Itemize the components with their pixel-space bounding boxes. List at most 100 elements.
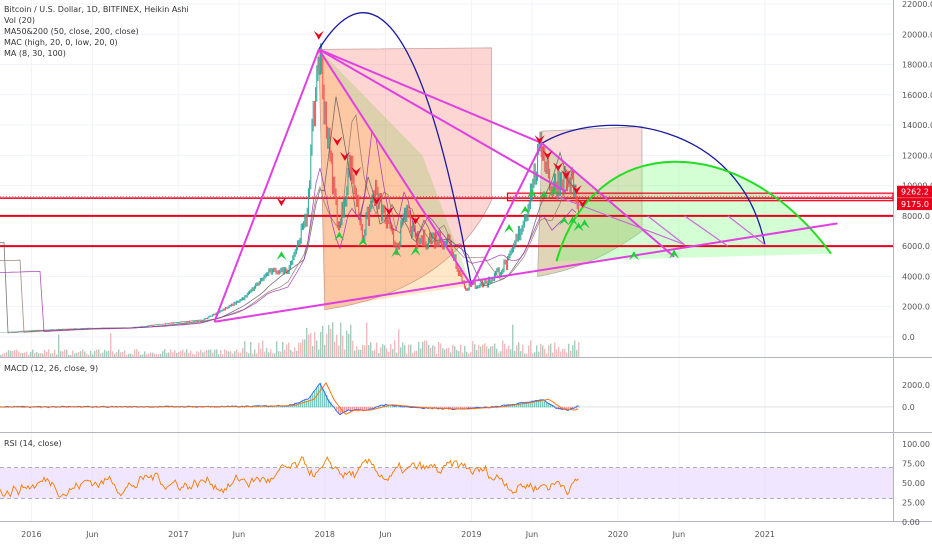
volume-bar bbox=[18, 351, 20, 357]
volume-bar bbox=[242, 348, 244, 357]
sell-signal-arrow[interactable] bbox=[561, 169, 572, 179]
time-tick-label: 2021 bbox=[755, 530, 775, 539]
macd-histogram-bar bbox=[540, 400, 542, 408]
fan-diagonal[interactable] bbox=[647, 215, 685, 246]
sell-signal-arrow[interactable] bbox=[553, 162, 564, 172]
grid-lines bbox=[0, 0, 893, 521]
sell-signal-arrow[interactable] bbox=[339, 151, 350, 161]
macd-histogram-bar bbox=[312, 394, 314, 408]
sell-signal-arrow[interactable] bbox=[371, 195, 382, 205]
buy-signal-arrow[interactable] bbox=[334, 231, 345, 241]
buy-signal-arrow[interactable] bbox=[567, 216, 578, 226]
macd-histogram-bar bbox=[318, 386, 320, 408]
volume-bar bbox=[340, 322, 342, 357]
sell-signal-arrow[interactable] bbox=[332, 136, 343, 146]
trendline[interactable] bbox=[214, 222, 838, 323]
volume-bar bbox=[138, 351, 140, 357]
macd-histogram-bar bbox=[260, 406, 262, 408]
volume-bar bbox=[356, 346, 358, 357]
volume-bar bbox=[488, 348, 490, 357]
sell-signal-arrow[interactable] bbox=[276, 197, 287, 207]
trendline[interactable] bbox=[318, 48, 543, 145]
volume-bar bbox=[362, 345, 364, 357]
macd-histogram-bar bbox=[464, 406, 466, 409]
buy-signal-arrow[interactable] bbox=[357, 237, 368, 247]
volume-bar bbox=[22, 353, 24, 357]
volume-bar bbox=[168, 352, 170, 357]
sell-signal-arrow[interactable] bbox=[384, 206, 395, 216]
volume-bar bbox=[520, 351, 522, 357]
sell-signal-arrow[interactable] bbox=[577, 198, 588, 208]
macd-histogram-bar bbox=[456, 406, 458, 409]
volume-bar bbox=[326, 333, 328, 357]
trendline[interactable] bbox=[541, 142, 675, 258]
buy-signal-arrow[interactable] bbox=[520, 205, 531, 215]
sell-signal-arrow[interactable] bbox=[542, 150, 553, 160]
buy-signal-arrow[interactable] bbox=[526, 189, 537, 199]
volume-bar bbox=[478, 345, 480, 357]
volume-bar bbox=[366, 322, 368, 357]
sell-signal-arrow[interactable] bbox=[313, 30, 324, 40]
volume-bar bbox=[408, 344, 410, 357]
navy-arc-2019[interactable] bbox=[541, 124, 766, 245]
buy-signal-arrow[interactable] bbox=[410, 246, 421, 256]
fan-diagonal[interactable] bbox=[556, 195, 685, 246]
sell-signal-arrow[interactable] bbox=[351, 166, 362, 176]
buy-signal-arrow[interactable] bbox=[548, 187, 559, 197]
macd-histogram-bar bbox=[568, 406, 570, 410]
volume-bar bbox=[196, 351, 198, 357]
volume-bar bbox=[110, 333, 112, 357]
volume-bar bbox=[190, 350, 192, 357]
volume-bar bbox=[312, 346, 314, 357]
macd-histogram-bar bbox=[380, 406, 382, 408]
volume-bars bbox=[0, 322, 580, 357]
buy-signal-arrow[interactable] bbox=[276, 251, 287, 261]
macd-histogram-bar bbox=[96, 406, 98, 408]
sell-signal-arrow[interactable] bbox=[410, 215, 421, 225]
volume-bar bbox=[254, 349, 256, 357]
volume-bar bbox=[250, 341, 252, 357]
volume-bar bbox=[86, 353, 88, 357]
price-label-text: 9262.2 bbox=[901, 188, 929, 197]
rsi-pane-label: RSI (14, close) bbox=[4, 439, 62, 448]
price-tick-label: 4000.0 bbox=[902, 272, 930, 281]
fan-diagonal[interactable] bbox=[684, 215, 729, 247]
green-dome-arc[interactable] bbox=[555, 160, 832, 262]
volume-bar bbox=[222, 354, 224, 357]
macd-histogram-bar bbox=[384, 404, 386, 408]
volume-bar bbox=[334, 341, 336, 357]
volume-bar bbox=[358, 349, 360, 357]
buy-signal-arrow[interactable] bbox=[559, 216, 570, 226]
volume-bar bbox=[464, 345, 466, 357]
trendline[interactable] bbox=[213, 49, 320, 323]
resistance-zone bbox=[506, 192, 894, 202]
buy-signal-arrow[interactable] bbox=[669, 249, 680, 259]
volume-bar bbox=[42, 353, 44, 357]
volume-bar bbox=[66, 349, 68, 357]
buy-signal-arrow[interactable] bbox=[573, 222, 584, 232]
sell-signal-arrow[interactable] bbox=[534, 135, 545, 145]
macd-histogram-bar bbox=[368, 406, 370, 409]
volume-bar bbox=[432, 345, 434, 357]
volume-bar bbox=[320, 331, 322, 357]
buy-signal-arrow[interactable] bbox=[391, 248, 402, 258]
macd-pane: 0.0 2000.0 bbox=[0, 381, 930, 416]
navy-arc-2018[interactable] bbox=[318, 12, 472, 286]
volume-bar bbox=[378, 352, 380, 357]
volume-bar bbox=[532, 353, 534, 357]
buy-signal-arrow[interactable] bbox=[579, 219, 590, 229]
trendline[interactable] bbox=[470, 142, 543, 286]
buy-signal-arrow[interactable] bbox=[504, 223, 515, 233]
buy-signal-arrow[interactable] bbox=[628, 251, 639, 261]
trendline[interactable] bbox=[318, 48, 567, 193]
macd-line bbox=[0, 382, 579, 416]
macd-histogram-bar bbox=[360, 406, 362, 411]
fan-diagonal[interactable] bbox=[727, 215, 766, 246]
price-tick-label: 18000.0 bbox=[902, 61, 932, 70]
sell-signal-arrow[interactable] bbox=[571, 185, 582, 195]
volume-bar bbox=[228, 351, 230, 357]
volume-bar bbox=[390, 343, 392, 357]
trendline[interactable] bbox=[317, 48, 473, 286]
buy-signal-arrow[interactable] bbox=[539, 190, 550, 200]
